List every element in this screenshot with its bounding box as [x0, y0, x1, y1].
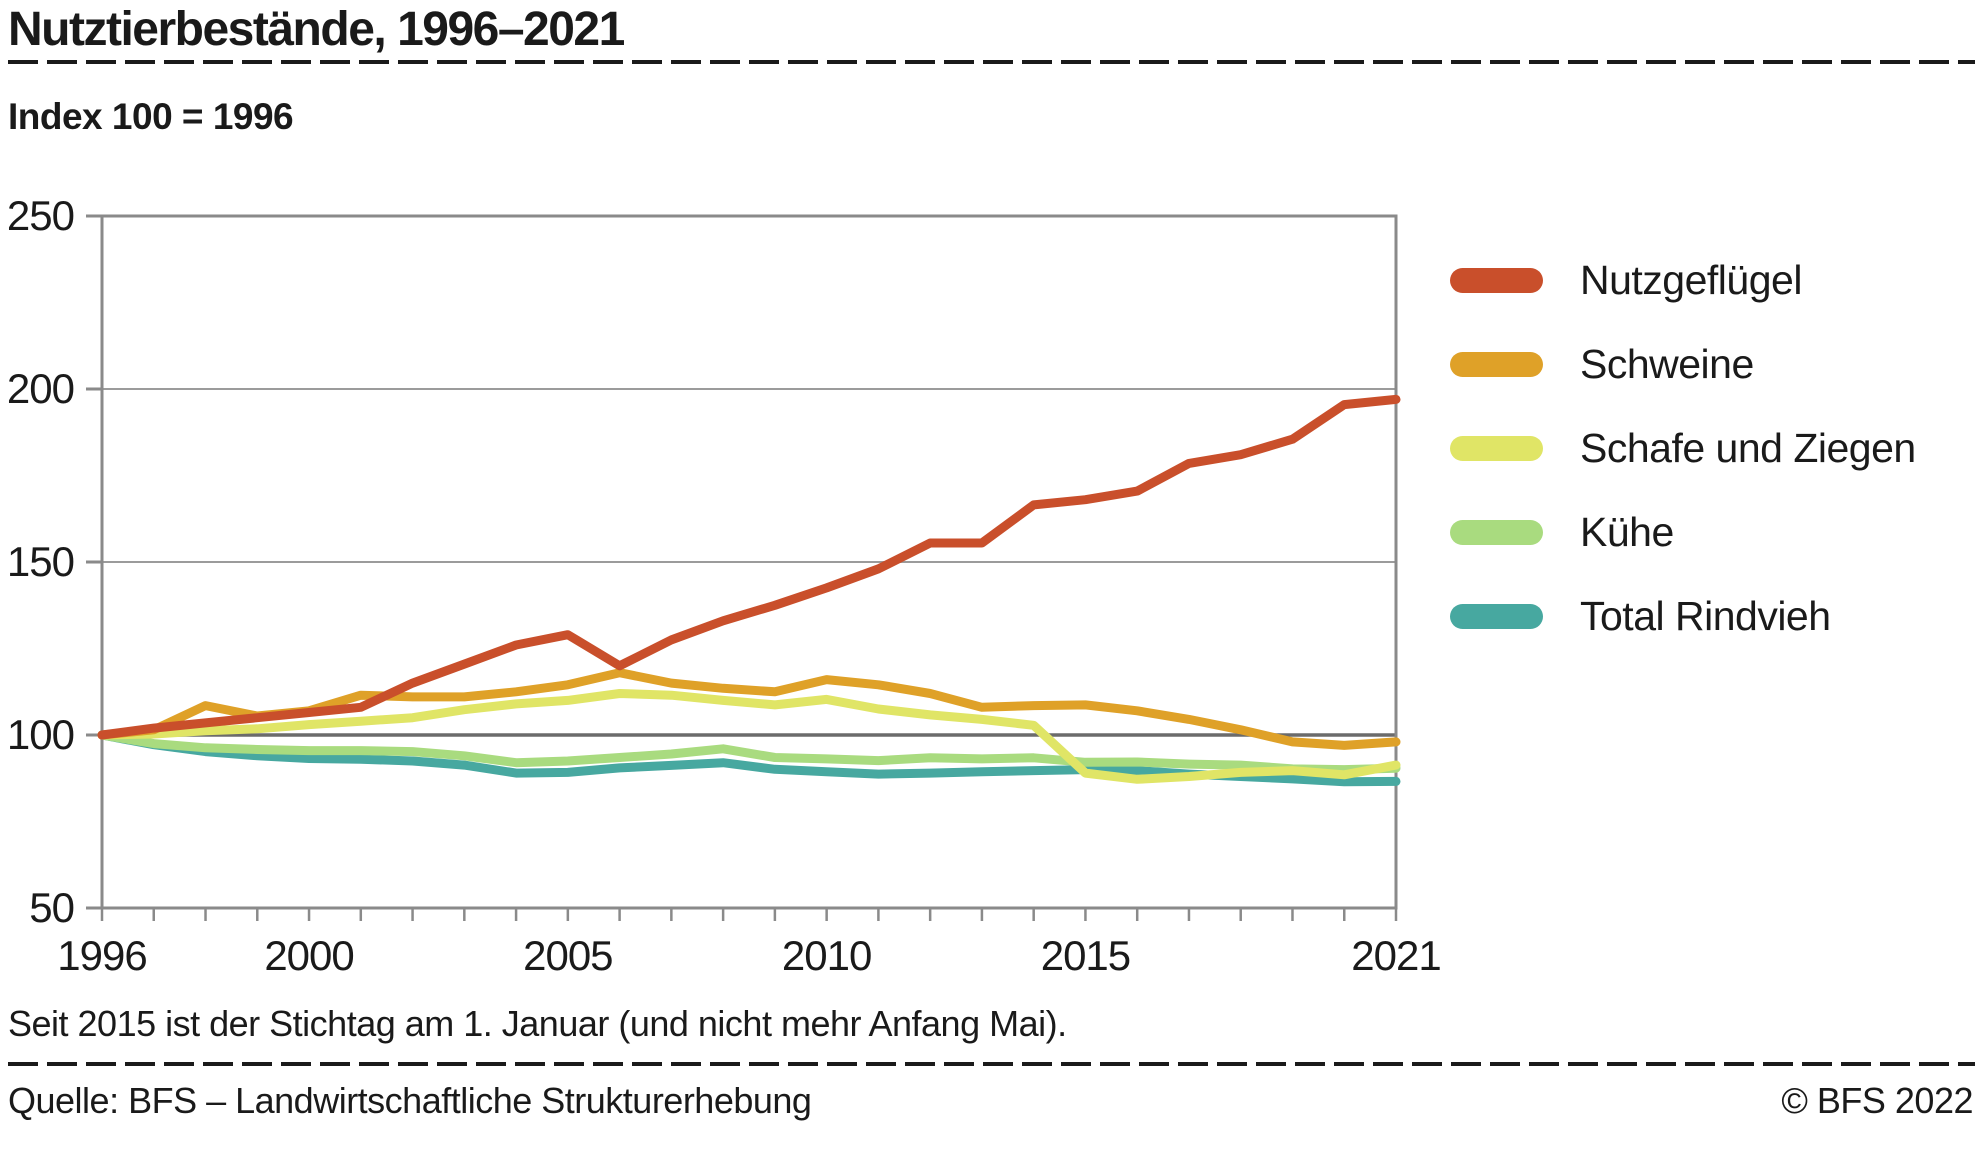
svg-text:1996: 1996: [57, 932, 146, 979]
legend-swatch-schafe-und-ziegen-icon: [1450, 436, 1543, 461]
legend-label-schweine: Schweine: [1580, 341, 1754, 387]
footer-divider-dashed-rule: [8, 1062, 1975, 1066]
footer-copyright-text: © BFS 2022: [1781, 1080, 1973, 1121]
legend-item-schweine: Schweine: [1450, 341, 1916, 389]
legend-swatch-total-rindvieh-icon: [1450, 604, 1543, 629]
chart-legend: Nutzgeflügel Schweine Schafe und Ziegen …: [1450, 257, 1916, 677]
line-chart-plot-area: 50 100 150 200 250 1996 2000 2005 2010 2015 2021: [7, 192, 1442, 979]
legend-item-schafe-und-ziegen: Schafe und Ziegen: [1450, 425, 1916, 473]
chart-subtitle-index-note: Index 100 = 1996: [8, 96, 294, 137]
svg-text:250: 250: [7, 192, 74, 239]
svg-text:2021: 2021: [1351, 932, 1440, 979]
legend-label-kuehe: Kühe: [1580, 509, 1674, 555]
svg-text:2010: 2010: [782, 932, 871, 979]
page-title: Nutztierbestände, 1996–2021: [8, 3, 625, 56]
svg-text:150: 150: [7, 538, 74, 585]
svg-text:100: 100: [7, 711, 74, 758]
title-divider-dashed-rule: [8, 60, 1975, 64]
legend-swatch-schweine-icon: [1450, 352, 1543, 377]
legend-label-nutzgefluegel: Nutzgeflügel: [1580, 257, 1802, 303]
svg-text:2000: 2000: [264, 932, 353, 979]
legend-swatch-nutzgefluegel-icon: [1450, 268, 1543, 293]
legend-item-total-rindvieh: Total Rindvieh: [1450, 593, 1916, 641]
svg-text:50: 50: [29, 884, 74, 931]
svg-text:200: 200: [7, 365, 74, 412]
legend-label-total-rindvieh: Total Rindvieh: [1580, 593, 1831, 639]
legend-label-schafe-und-ziegen: Schafe und Ziegen: [1580, 425, 1916, 471]
footer-source-text: Quelle: BFS – Landwirtschaftliche Strukt…: [8, 1080, 812, 1121]
legend-swatch-kuehe-icon: [1450, 520, 1543, 545]
legend-item-nutzgefluegel: Nutzgeflügel: [1450, 257, 1916, 305]
footnote-reference-date: Seit 2015 ist der Stichtag am 1. Januar …: [8, 1003, 1067, 1044]
svg-text:2005: 2005: [523, 932, 612, 979]
svg-text:2015: 2015: [1041, 932, 1130, 979]
legend-item-kuehe: Kühe: [1450, 509, 1916, 557]
